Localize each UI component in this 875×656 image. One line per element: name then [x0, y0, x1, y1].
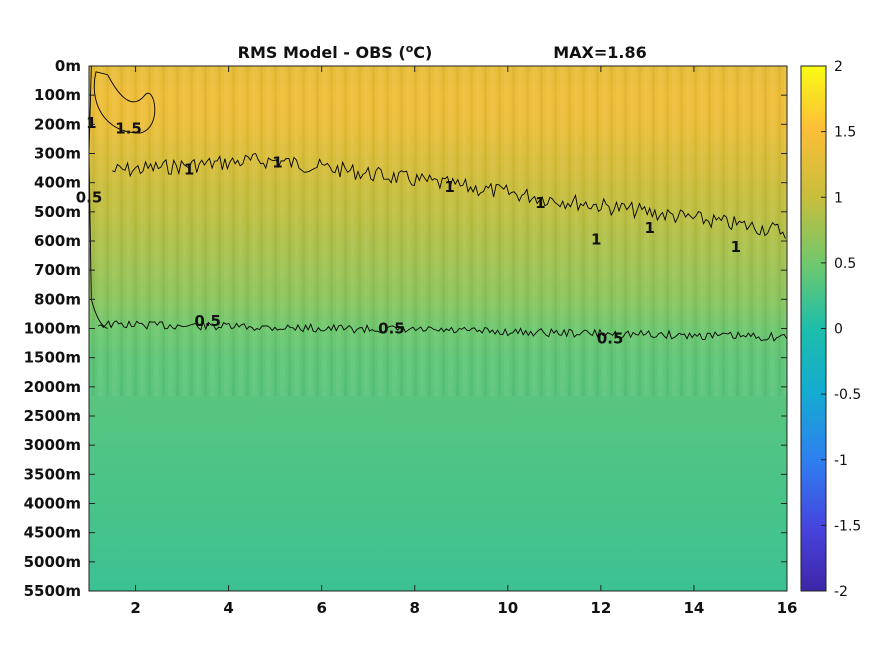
- contour-label: 1: [535, 194, 545, 212]
- contour-label: 0.5: [194, 312, 221, 330]
- x-tick-label: 4: [223, 599, 233, 617]
- contour-label: 1: [591, 231, 601, 249]
- colorbar-tick-label: -1.5: [834, 518, 861, 534]
- x-tick-label: 12: [590, 599, 611, 617]
- contour-label: 1: [184, 161, 194, 179]
- chart-title-superscript: o: [406, 42, 414, 55]
- y-tick-label: 1000m: [24, 320, 81, 338]
- x-tick-label: 16: [777, 599, 798, 617]
- chart-title: RMS Model - OBS (oC): [238, 42, 433, 62]
- y-tick-label: 4500m: [24, 524, 81, 542]
- y-tick-label: 3500m: [24, 465, 81, 483]
- x-tick-label: 8: [410, 599, 420, 617]
- colorbar-tick-label: -1: [834, 453, 848, 469]
- x-tick-label: 14: [683, 599, 704, 617]
- colorbar: 2 1.5 1 0.5 0 -0.5 -1 -1.5 -2: [800, 59, 861, 600]
- y-tick-label: 100m: [34, 86, 81, 104]
- contour-line-1: [112, 152, 786, 239]
- colorbar-tick-label: 0.5: [834, 256, 856, 272]
- colorbar-tick-label: 2: [834, 59, 843, 75]
- x-tick-label: 2: [130, 599, 140, 617]
- y-tick-label: 1500m: [24, 349, 81, 367]
- y-tick-label: 0m: [55, 57, 81, 75]
- y-tick-label: 500m: [34, 203, 81, 221]
- y-tick-label: 5000m: [24, 553, 81, 571]
- colorbar-tick-label: -0.5: [834, 387, 861, 403]
- y-tick-label: 4000m: [24, 495, 81, 513]
- y-tick-label: 300m: [34, 145, 81, 163]
- y-tick-label: 200m: [34, 115, 81, 133]
- x-tick-label: 6: [316, 599, 326, 617]
- colorbar-tick-label: -2: [834, 584, 848, 600]
- heatmap-streak-texture: [89, 66, 787, 396]
- y-axis: 0m 100m 200m 300m 400m 500m 600m 700m 800m 1000m 1…: [24, 57, 787, 600]
- contour-label: 1: [731, 238, 741, 256]
- colorbar-tick-label: 0: [834, 322, 843, 338]
- contour-label: 1: [444, 178, 454, 196]
- contour-label: 1: [645, 219, 655, 237]
- y-tick-label: 3000m: [24, 436, 81, 454]
- contour-label: 1.5: [115, 120, 142, 138]
- colorbar-tick-label: 1: [834, 190, 843, 206]
- contour-label: 0.5: [378, 320, 405, 338]
- y-tick-label: 700m: [34, 261, 81, 279]
- y-tick-label: 800m: [34, 290, 81, 308]
- contour-label: 0.5: [597, 330, 624, 348]
- chart-title-main: RMS Model - OBS (: [238, 43, 406, 62]
- y-tick-label: 400m: [34, 174, 81, 192]
- contour-label: 1: [86, 114, 96, 132]
- y-tick-label: 2500m: [24, 407, 81, 425]
- y-tick-label: 600m: [34, 232, 81, 250]
- chart-title-unit: C): [413, 43, 432, 62]
- colorbar-ticks: 2 1.5 1 0.5 0 -0.5 -1 -1.5 -2: [821, 59, 861, 600]
- contour-line-1.5: [93, 71, 156, 134]
- contour-label: 1: [272, 153, 282, 171]
- x-tick-label: 10: [497, 599, 518, 617]
- contour-line-0.5: [98, 320, 788, 342]
- max-label: MAX=1.86: [553, 43, 647, 62]
- y-tick-label: 2000m: [24, 378, 81, 396]
- colorbar-tick-label: 1.5: [834, 125, 856, 141]
- y-tick-label: 5500m: [24, 582, 81, 600]
- x-axis: 2 4 6 8 10 12 14 16: [130, 66, 797, 617]
